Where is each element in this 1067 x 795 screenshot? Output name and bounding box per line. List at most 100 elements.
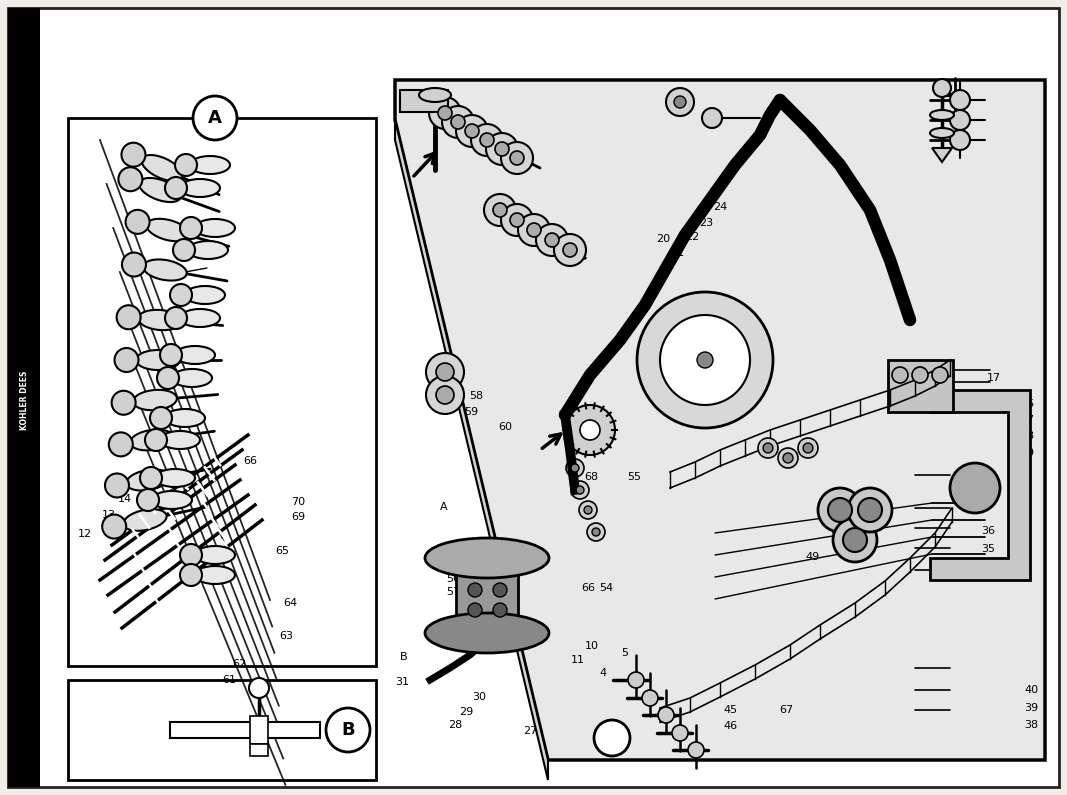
Circle shape	[145, 429, 168, 451]
Circle shape	[563, 243, 577, 257]
Polygon shape	[395, 80, 1045, 760]
Circle shape	[109, 432, 132, 456]
Text: KOHLER DEES: KOHLER DEES	[19, 370, 29, 429]
Circle shape	[580, 420, 600, 440]
Circle shape	[554, 234, 586, 266]
Circle shape	[501, 204, 534, 236]
Circle shape	[912, 367, 928, 383]
Circle shape	[892, 367, 908, 383]
Circle shape	[587, 523, 605, 541]
Circle shape	[140, 467, 162, 489]
Circle shape	[180, 544, 202, 566]
Bar	[7, 8, 39, 787]
Circle shape	[758, 438, 778, 458]
Text: 12: 12	[78, 529, 92, 539]
Ellipse shape	[185, 286, 225, 304]
Circle shape	[495, 142, 509, 156]
Circle shape	[584, 506, 592, 514]
Circle shape	[637, 292, 773, 428]
Ellipse shape	[425, 538, 550, 578]
Circle shape	[803, 443, 813, 453]
Text: B: B	[341, 721, 355, 739]
Text: 66: 66	[582, 584, 595, 593]
Circle shape	[818, 488, 862, 532]
Text: 62: 62	[233, 659, 246, 669]
Circle shape	[594, 720, 630, 756]
Text: 24: 24	[713, 202, 727, 211]
Circle shape	[484, 194, 516, 226]
Circle shape	[165, 177, 187, 199]
Ellipse shape	[195, 219, 235, 237]
Polygon shape	[930, 390, 1030, 580]
Circle shape	[485, 133, 517, 165]
Circle shape	[465, 124, 479, 138]
Ellipse shape	[152, 491, 192, 509]
Text: 46: 46	[723, 721, 737, 731]
Bar	[170, 722, 320, 738]
Ellipse shape	[175, 346, 214, 364]
Bar	[250, 716, 268, 744]
Ellipse shape	[143, 259, 187, 281]
Circle shape	[666, 88, 694, 116]
Circle shape	[950, 463, 1000, 513]
Ellipse shape	[146, 219, 190, 241]
Text: 10: 10	[585, 641, 599, 650]
Text: 27: 27	[523, 727, 537, 736]
Circle shape	[471, 124, 503, 156]
Circle shape	[493, 583, 507, 597]
Text: 36: 36	[982, 526, 996, 536]
Bar	[68, 680, 376, 780]
Circle shape	[437, 106, 452, 120]
Circle shape	[170, 284, 192, 306]
Text: 59: 59	[464, 407, 478, 417]
Circle shape	[126, 210, 149, 234]
Circle shape	[426, 376, 464, 414]
Circle shape	[436, 386, 453, 404]
Text: 9: 9	[1026, 448, 1034, 458]
Ellipse shape	[180, 309, 220, 327]
Text: 57: 57	[446, 588, 460, 597]
Text: 45: 45	[723, 705, 737, 715]
Circle shape	[327, 708, 370, 752]
Circle shape	[950, 130, 970, 150]
Circle shape	[480, 133, 494, 147]
Ellipse shape	[419, 88, 451, 102]
Text: 35: 35	[982, 544, 996, 553]
Circle shape	[833, 518, 877, 562]
Bar	[888, 360, 953, 412]
Circle shape	[118, 167, 142, 192]
Circle shape	[517, 214, 550, 246]
Circle shape	[672, 725, 688, 741]
Circle shape	[858, 498, 882, 522]
Text: 67: 67	[779, 705, 793, 715]
Text: 58: 58	[469, 391, 483, 401]
Circle shape	[828, 498, 853, 522]
Circle shape	[456, 115, 488, 147]
Ellipse shape	[180, 179, 220, 197]
Text: 49: 49	[806, 552, 819, 561]
Circle shape	[763, 443, 773, 453]
Circle shape	[180, 564, 202, 586]
Ellipse shape	[155, 469, 195, 487]
Circle shape	[137, 489, 159, 511]
Bar	[400, 90, 448, 112]
Ellipse shape	[930, 128, 954, 138]
Circle shape	[436, 363, 453, 381]
Text: 69: 69	[291, 512, 305, 522]
Bar	[250, 744, 268, 756]
Circle shape	[571, 481, 589, 499]
Ellipse shape	[142, 155, 182, 181]
Text: B: B	[400, 653, 408, 662]
Circle shape	[451, 115, 465, 129]
Text: 65: 65	[275, 546, 289, 556]
Ellipse shape	[930, 110, 954, 120]
Text: 14: 14	[117, 494, 131, 504]
Text: 39: 39	[1024, 703, 1038, 712]
Circle shape	[527, 223, 541, 237]
Text: 64: 64	[283, 598, 297, 607]
Text: 22: 22	[685, 232, 699, 242]
Text: 68: 68	[585, 472, 599, 482]
Text: 29: 29	[459, 707, 473, 716]
Ellipse shape	[136, 350, 180, 370]
Text: 50: 50	[830, 529, 844, 539]
